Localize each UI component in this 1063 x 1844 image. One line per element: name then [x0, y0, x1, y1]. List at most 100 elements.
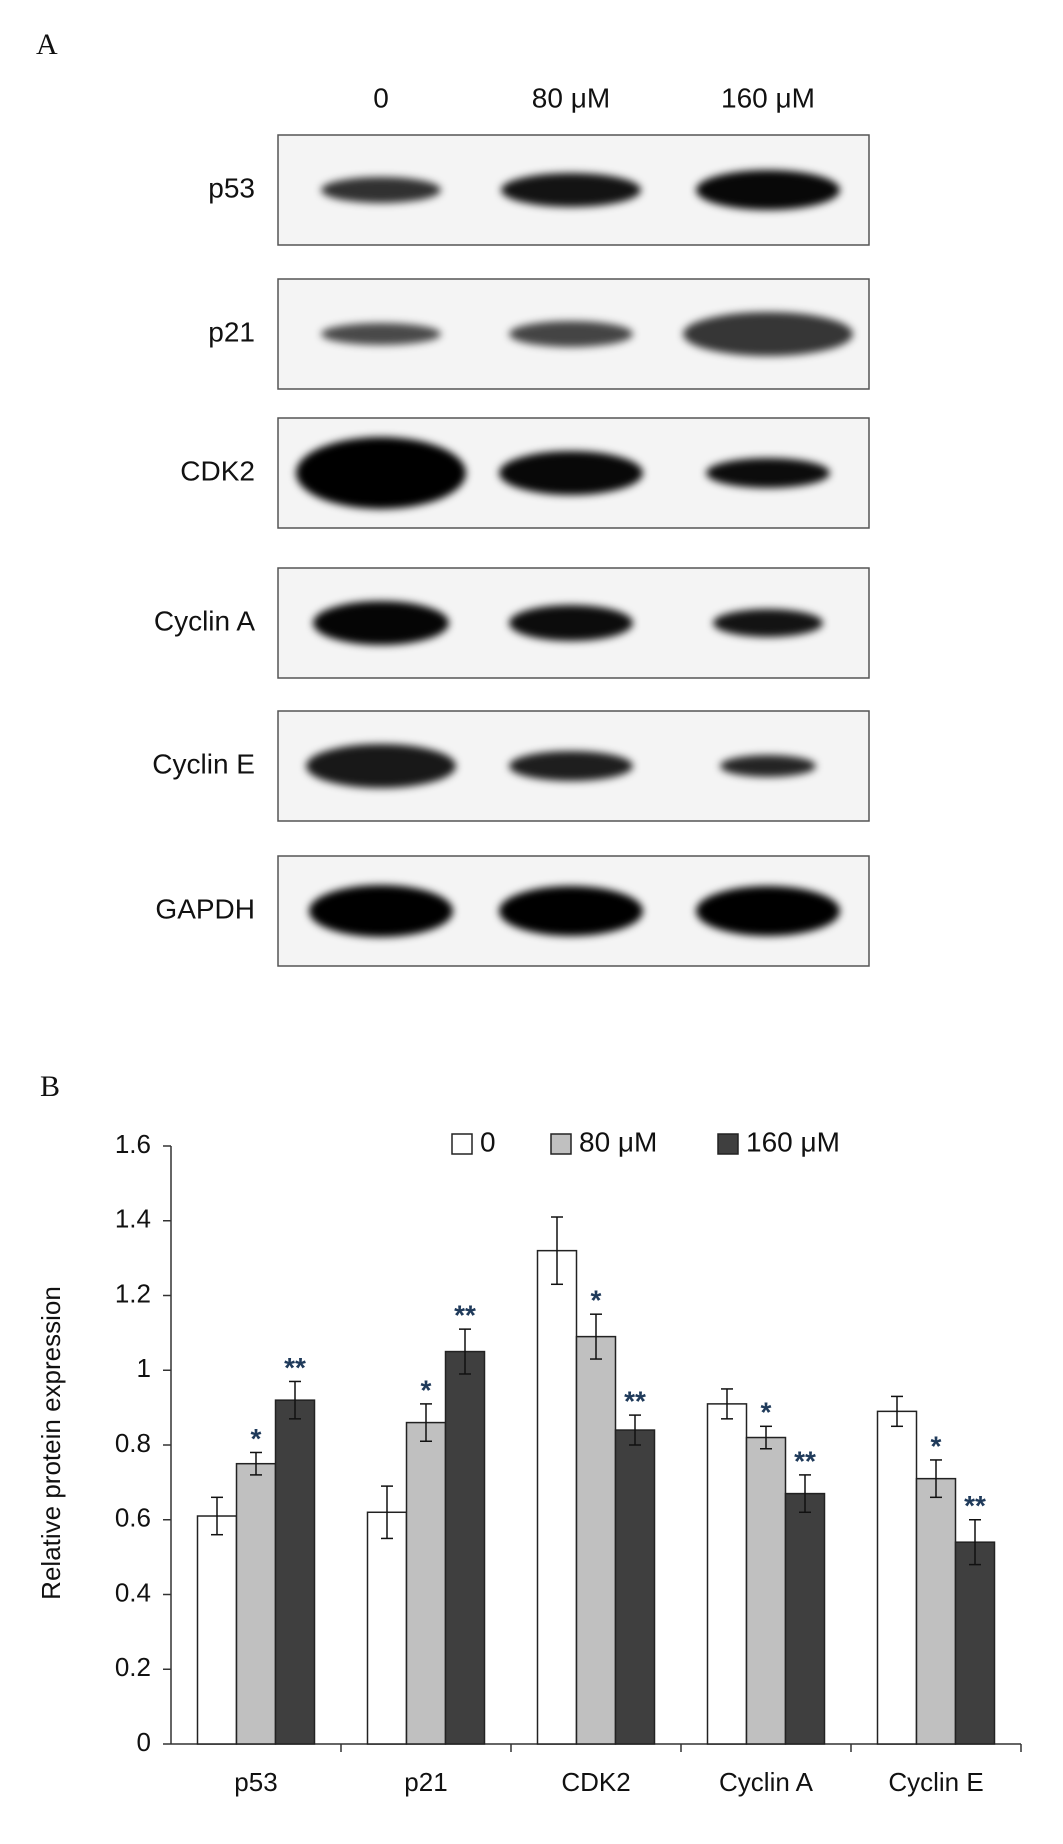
y-tick-label: 1.4	[115, 1204, 151, 1234]
error-bar	[250, 1451, 262, 1476]
error-bar	[930, 1459, 942, 1499]
y-tick-label: 1.6	[115, 1129, 151, 1159]
band	[713, 609, 823, 637]
band	[509, 605, 633, 641]
legend-item: 160 μM	[717, 1126, 840, 1157]
x-tick-label: Cyclin E	[888, 1767, 983, 1797]
row-label: Cyclin E	[152, 748, 255, 779]
y-tick-label: 1	[137, 1353, 151, 1383]
legend-item: 0	[451, 1126, 496, 1157]
bar	[745, 1436, 787, 1745]
error-bar	[420, 1403, 432, 1443]
band	[313, 601, 449, 645]
band	[501, 173, 641, 207]
lane-label: 0	[373, 82, 389, 113]
error-bar	[799, 1474, 811, 1514]
x-tick-label: Cyclin A	[719, 1767, 814, 1797]
row-label: Cyclin A	[154, 605, 255, 636]
band	[499, 451, 643, 495]
blot-row: p21	[208, 278, 870, 390]
band	[706, 458, 830, 488]
error-bar	[551, 1216, 563, 1286]
legend-swatch	[717, 1133, 739, 1155]
blot-row: GAPDH	[155, 855, 870, 967]
legend-item: 80 μM	[550, 1126, 657, 1157]
error-bar	[590, 1313, 602, 1360]
error-bar	[211, 1496, 223, 1536]
legend-swatch	[550, 1133, 572, 1155]
error-bar	[721, 1388, 733, 1420]
y-axis-title: Relative protein expression	[36, 1286, 66, 1600]
error-bar	[760, 1425, 772, 1450]
significance: *	[761, 1397, 772, 1428]
error-bar	[289, 1380, 301, 1420]
error-bar	[969, 1519, 981, 1566]
error-bar	[459, 1328, 471, 1375]
row-label: CDK2	[180, 455, 255, 486]
bar	[706, 1403, 748, 1745]
band	[321, 177, 441, 203]
x-tick-label: CDK2	[561, 1767, 630, 1797]
bar	[274, 1399, 316, 1745]
error-bar	[381, 1485, 393, 1540]
significance: *	[931, 1430, 942, 1461]
x-tick-label: p53	[234, 1767, 277, 1797]
error-bar	[629, 1414, 641, 1446]
bar	[575, 1335, 617, 1745]
significance: **	[624, 1385, 646, 1416]
lane-label: 160 μM	[721, 82, 815, 113]
bar	[536, 1249, 578, 1745]
bar	[235, 1462, 277, 1745]
band	[696, 170, 840, 210]
bar	[784, 1492, 826, 1745]
band	[296, 437, 466, 509]
band	[499, 886, 643, 936]
legend-label: 0	[480, 1126, 496, 1157]
row-label: p53	[208, 172, 255, 203]
bar	[196, 1515, 238, 1745]
lane-label: 80 μM	[532, 82, 610, 113]
significance: *	[591, 1285, 602, 1316]
band	[306, 744, 456, 788]
bar	[405, 1421, 447, 1745]
y-tick-label: 0.2	[115, 1652, 151, 1682]
y-tick-label: 1.2	[115, 1278, 151, 1308]
legend-label: 80 μM	[579, 1126, 657, 1157]
band	[309, 885, 453, 937]
band	[696, 886, 840, 936]
significance: *	[251, 1423, 262, 1454]
blot-row: Cyclin E	[152, 710, 870, 822]
y-tick-label: 0.6	[115, 1503, 151, 1533]
significance: **	[794, 1445, 816, 1476]
band	[509, 321, 633, 347]
blot-row: CDK2	[180, 417, 870, 529]
significance: **	[454, 1300, 476, 1331]
panel-label: B	[40, 1070, 60, 1103]
panel-label: A	[36, 28, 58, 61]
band	[509, 751, 633, 781]
blot-row: Cyclin A	[154, 567, 870, 679]
x-tick-label: p21	[404, 1767, 447, 1797]
legend-label: 160 μM	[746, 1126, 840, 1157]
row-label: GAPDH	[155, 893, 255, 924]
blot-row: p53	[208, 134, 870, 246]
band	[720, 755, 816, 777]
error-bar	[891, 1395, 903, 1428]
significance: **	[284, 1352, 306, 1383]
legend-swatch	[451, 1133, 473, 1155]
significance: *	[421, 1374, 432, 1405]
y-tick-label: 0.4	[115, 1577, 151, 1607]
bar	[915, 1477, 957, 1745]
bar	[366, 1511, 408, 1745]
band	[683, 312, 853, 356]
y-tick-label: 0.8	[115, 1428, 151, 1458]
y-tick-label: 0	[137, 1727, 151, 1757]
bar	[614, 1429, 656, 1745]
band	[321, 323, 441, 345]
bar	[876, 1410, 918, 1745]
bar	[954, 1541, 996, 1745]
significance: **	[964, 1490, 986, 1521]
bar	[444, 1350, 486, 1745]
